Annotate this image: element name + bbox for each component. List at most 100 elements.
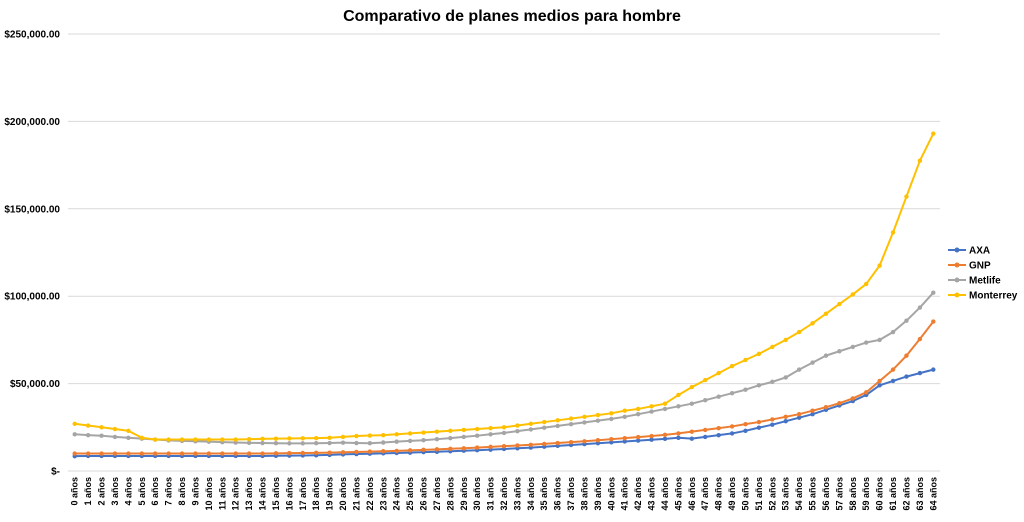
x-tick-label: 26 años <box>419 477 429 511</box>
x-tick-label: 30 años <box>472 477 482 511</box>
data-point <box>904 194 909 199</box>
x-tick-label: 52 años <box>767 477 777 511</box>
data-point <box>810 408 815 413</box>
data-point <box>810 360 815 365</box>
data-point <box>729 391 735 396</box>
data-point <box>260 440 265 446</box>
data-point <box>837 301 842 307</box>
data-point <box>662 432 668 438</box>
x-tick-label: 5 años <box>137 477 147 506</box>
data-point <box>407 438 413 444</box>
series-metlife <box>72 290 936 446</box>
data-point <box>622 435 627 441</box>
data-point <box>783 414 788 420</box>
data-point <box>246 436 252 442</box>
data-point <box>327 450 332 455</box>
data-point <box>716 432 721 438</box>
data-point <box>931 290 936 295</box>
x-tick-label: 28 años <box>445 477 455 511</box>
data-point <box>676 435 681 440</box>
data-point <box>689 384 695 390</box>
data-point <box>273 441 279 446</box>
x-tick-label: 55 años <box>808 477 818 511</box>
data-point <box>394 432 399 437</box>
data-point <box>193 437 198 442</box>
data-point <box>931 367 936 372</box>
legend-marker <box>954 277 960 283</box>
data-point <box>474 433 480 438</box>
data-point <box>555 418 560 423</box>
data-point <box>595 412 601 418</box>
data-point <box>864 281 869 287</box>
data-point <box>448 428 453 433</box>
x-tick-label: 6 años <box>150 477 160 506</box>
data-point <box>501 430 507 436</box>
data-point <box>729 424 735 429</box>
data-point <box>501 443 507 449</box>
series-line <box>74 292 935 445</box>
data-point <box>474 426 480 432</box>
data-point <box>166 451 171 456</box>
x-tick-label: 19 años <box>325 477 335 511</box>
data-point <box>756 425 762 430</box>
data-point <box>568 439 574 445</box>
x-tick-label: 45 años <box>673 477 683 511</box>
data-point <box>434 429 440 434</box>
x-tick-label: 37 años <box>566 477 576 511</box>
data-point <box>743 357 748 363</box>
data-point <box>904 353 909 358</box>
x-tick-label: 51 años <box>754 477 764 511</box>
legend-entry: Monterrey <box>948 291 1018 302</box>
data-point <box>917 305 923 310</box>
data-point <box>703 398 708 403</box>
data-point <box>515 423 520 428</box>
x-tick-label: 11 años <box>217 477 227 510</box>
data-point <box>193 451 198 456</box>
x-tick-label: 16 años <box>284 477 294 511</box>
data-point <box>917 370 923 376</box>
data-point <box>367 449 373 454</box>
data-point <box>864 340 869 345</box>
data-point <box>421 447 426 453</box>
data-point <box>179 437 185 442</box>
data-point <box>220 437 225 442</box>
x-tick-label: 17 años <box>298 477 308 511</box>
x-tick-label: 49 años <box>727 477 737 511</box>
data-point <box>756 351 762 357</box>
data-point <box>716 370 721 376</box>
data-point <box>582 420 587 425</box>
data-point <box>837 349 842 354</box>
data-point <box>340 434 346 440</box>
data-point <box>72 451 77 456</box>
data-point <box>649 437 654 442</box>
legend-label: AXA <box>969 246 990 257</box>
data-point <box>434 447 440 452</box>
data-point <box>112 451 118 456</box>
x-tick-label: 10 años <box>204 477 214 511</box>
data-point <box>448 435 453 441</box>
data-point <box>649 433 654 439</box>
x-tick-label: 27 años <box>432 477 442 511</box>
data-point <box>796 329 802 335</box>
data-point <box>649 404 654 409</box>
data-point <box>528 427 534 432</box>
legend-label: Metlife <box>969 276 1001 287</box>
data-point <box>609 436 614 442</box>
data-point <box>796 411 802 417</box>
data-point <box>783 418 788 424</box>
data-point <box>582 414 587 420</box>
legend-entry: GNP <box>948 261 991 272</box>
legend-entry: Metlife <box>948 276 1001 287</box>
data-point <box>917 336 923 342</box>
x-tick-label: 35 años <box>539 477 549 511</box>
data-point <box>313 435 319 441</box>
data-point <box>582 439 587 444</box>
data-point <box>703 434 708 440</box>
legend-marker <box>954 292 960 298</box>
series-monterrey <box>72 131 936 442</box>
data-point <box>327 435 332 440</box>
data-point <box>810 411 815 417</box>
data-point <box>743 428 748 433</box>
x-tick-label: 61 años <box>888 477 898 511</box>
